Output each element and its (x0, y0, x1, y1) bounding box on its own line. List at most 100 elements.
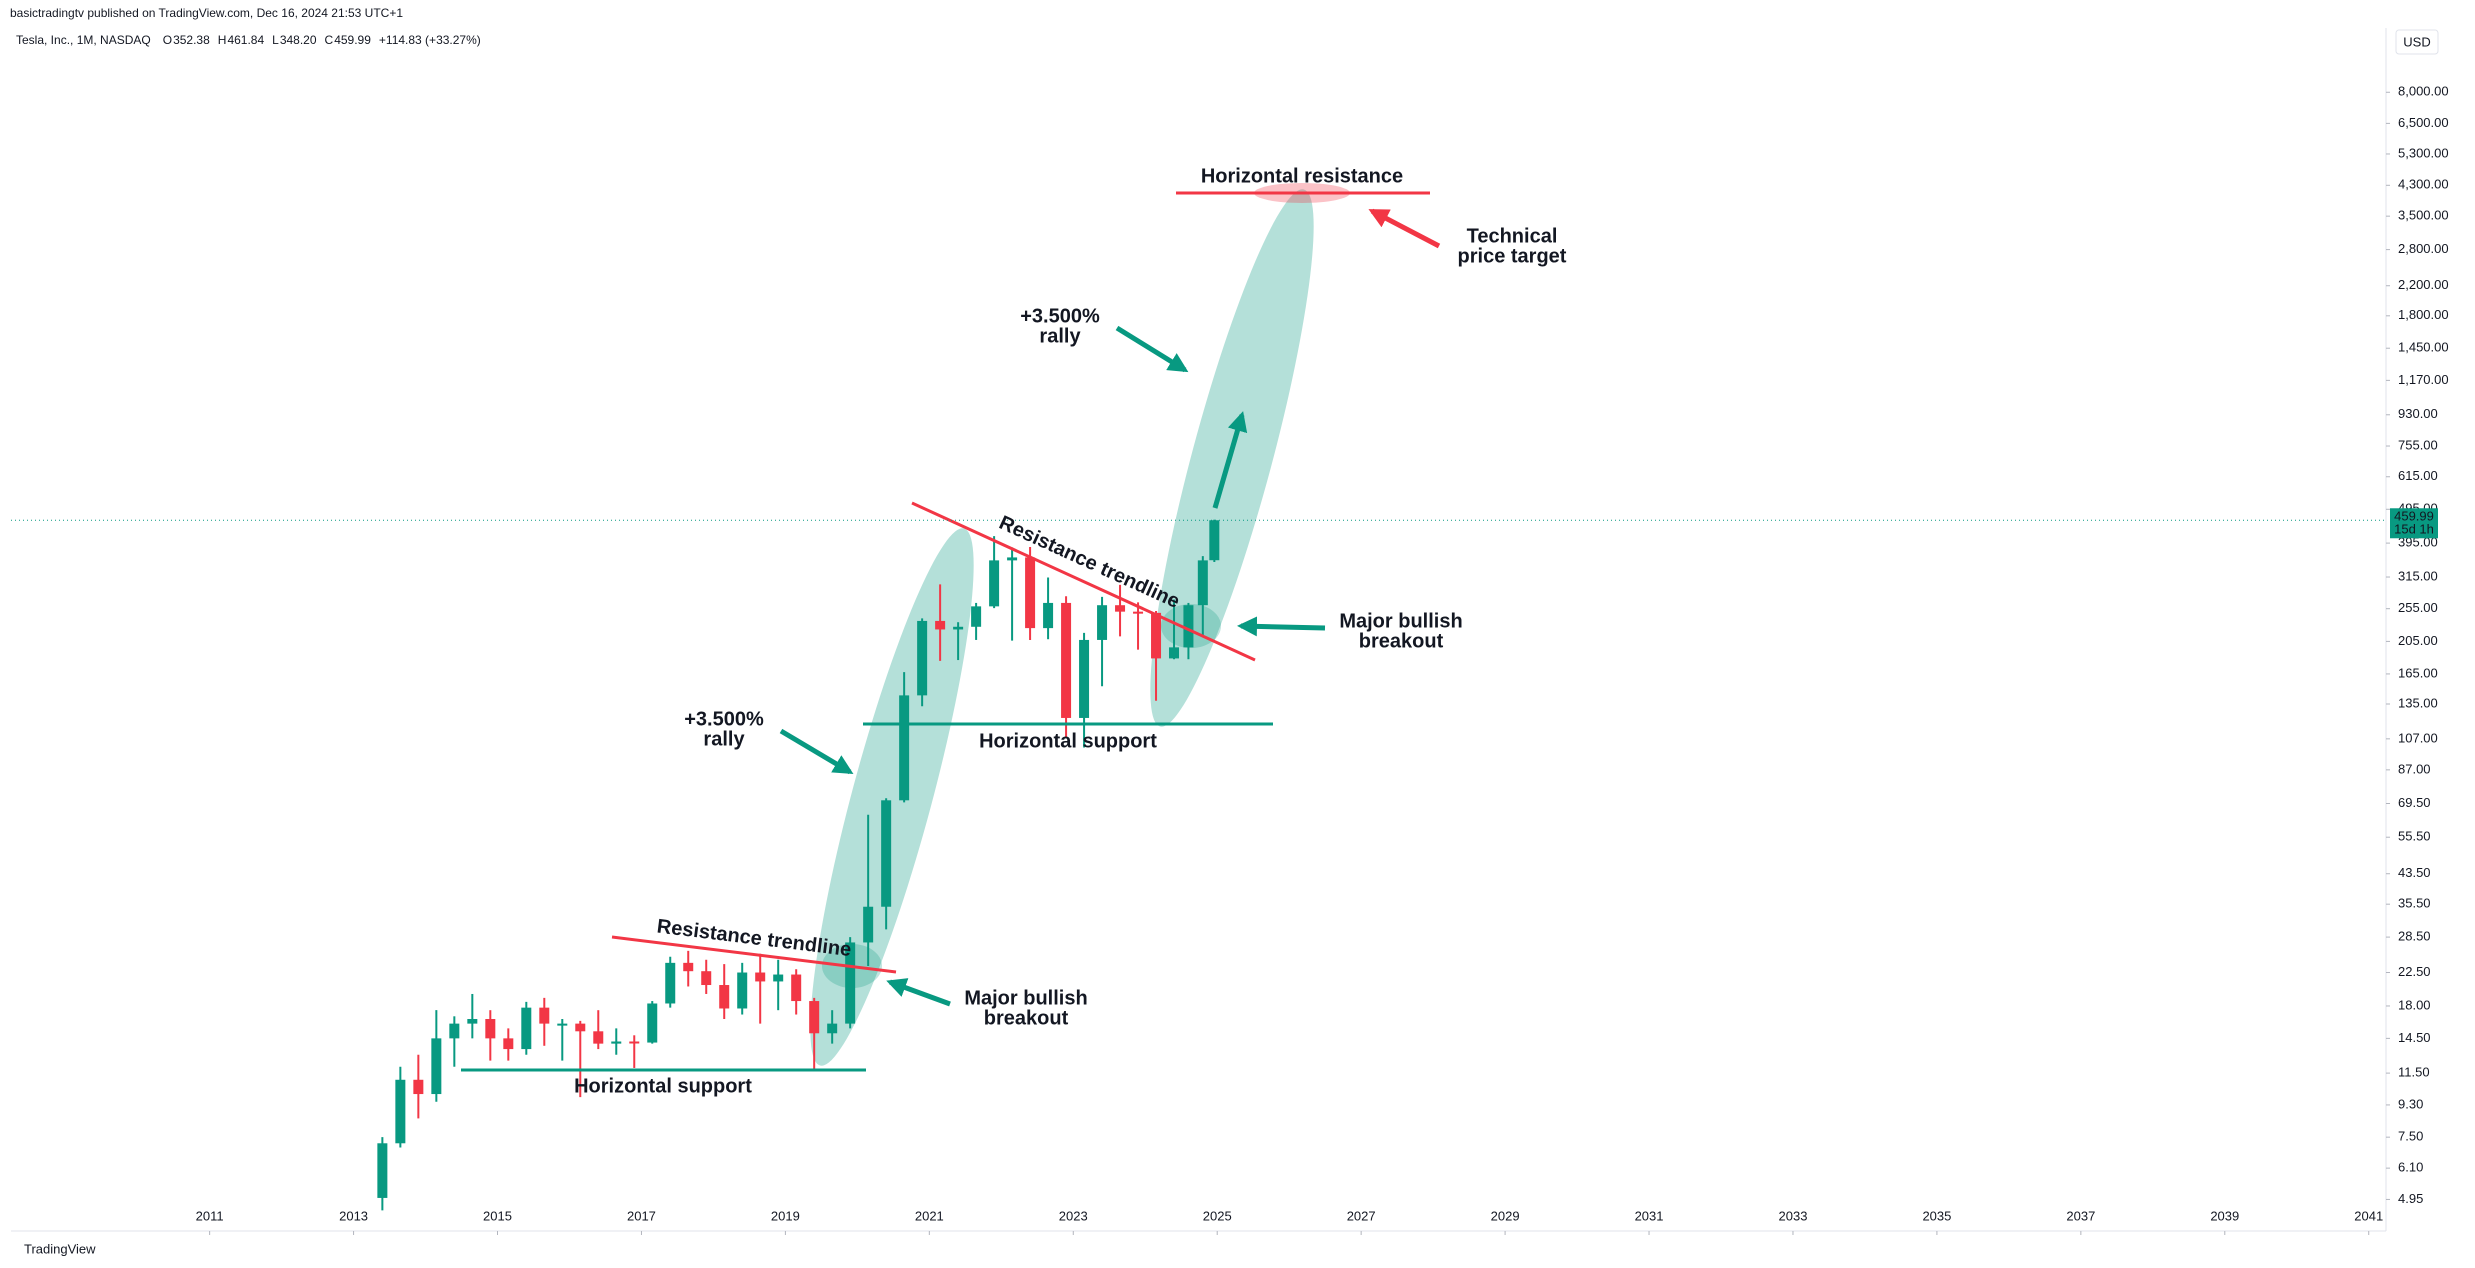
annotation: +3.500% (1020, 305, 1100, 327)
candle-body (719, 985, 730, 1009)
x-tick-label: 2037 (2066, 1208, 2095, 1223)
candle-body (1007, 557, 1018, 561)
annotation: Horizontal support (574, 1075, 752, 1097)
y-tick-label: 28.50 (2398, 929, 2431, 944)
y-tick-label: 9.30 (2398, 1096, 2423, 1111)
ohlc-value: 461.84 (227, 33, 264, 47)
y-tick-label: 6,500.00 (2398, 115, 2449, 130)
candle-body (1169, 647, 1180, 659)
candle-body (935, 620, 946, 630)
candle-body (917, 620, 928, 696)
candle-body (971, 606, 982, 627)
y-tick-label: 1,450.00 (2398, 340, 2449, 355)
x-tick-label: 2041 (2354, 1208, 2383, 1223)
x-tick-label: 2033 (1779, 1208, 1808, 1223)
candle-body (773, 974, 784, 982)
annotation: Technical (1467, 225, 1558, 247)
published: basictradingtv published on TradingView.… (10, 6, 403, 20)
y-tick-label: 1,170.00 (2398, 372, 2449, 387)
y-tick-label: 615.00 (2398, 468, 2438, 483)
y-tick-label: 87.00 (2398, 761, 2431, 776)
candle-body (647, 1003, 658, 1043)
ohlc-label: L (272, 33, 279, 47)
candle-body (863, 906, 874, 943)
annotation: breakout (984, 1007, 1069, 1029)
x-tick-label: 2011 (196, 1208, 224, 1223)
trendline (911, 501, 1256, 662)
candle-body (1061, 602, 1072, 718)
x-tick-label: 2023 (1059, 1208, 1088, 1223)
y-tick-label: 22.50 (2398, 964, 2431, 979)
candle-body (503, 1038, 514, 1050)
candles (377, 519, 1220, 1211)
candle-body (1183, 605, 1194, 648)
candle-body (377, 1143, 388, 1198)
x-tick-label: 2021 (915, 1208, 944, 1223)
last-price-label: 459.99 (2394, 509, 2434, 524)
candle-body (611, 1041, 622, 1044)
x-tick-label: 2027 (1347, 1208, 1376, 1223)
y-tick-label: 6.10 (2398, 1160, 2423, 1175)
last-price-box (2390, 508, 2438, 539)
y-tick-label: 165.00 (2398, 665, 2438, 680)
symbol: Tesla, Inc., 1M, NASDAQ (16, 33, 151, 47)
candle-body (449, 1023, 460, 1039)
candle-body (989, 560, 1000, 607)
candle-body (1025, 557, 1036, 629)
currency-box[interactable] (2395, 29, 2439, 55)
candle-body (431, 1038, 442, 1095)
y-tick-label: 395.00 (2398, 535, 2438, 550)
y-tick-label: 4.95 (2398, 1191, 2423, 1206)
candle-body (1115, 605, 1126, 612)
candle-body (575, 1023, 586, 1032)
candle-body (1133, 611, 1144, 614)
candle-body (809, 1001, 820, 1034)
candle-body (755, 972, 766, 982)
x-tick-label: 2013 (339, 1208, 368, 1223)
candle-body (881, 800, 892, 907)
candle-body (629, 1041, 640, 1044)
rally-ellipse (810, 528, 974, 1066)
arrow (779, 728, 854, 775)
y-tick-label: 14.50 (2398, 1030, 2431, 1045)
y-tick-label: 135.00 (2398, 695, 2438, 710)
arrow (1237, 616, 1326, 637)
change: +114.83 (+33.27%) (379, 33, 481, 47)
y-tick-label: 107.00 (2398, 730, 2438, 745)
x-tick-label: 2035 (1922, 1208, 1951, 1223)
countdown: 15d 1h (2394, 522, 2434, 537)
candle-body (1043, 602, 1054, 629)
arrow (1368, 208, 1441, 249)
currency: USD (2403, 34, 2430, 49)
y-tick-label: 69.50 (2398, 795, 2431, 810)
candle-body (1197, 560, 1208, 606)
y-tick-label: 43.50 (2398, 865, 2431, 880)
y-tick-label: 930.00 (2398, 406, 2438, 421)
candle-body (791, 974, 802, 1002)
candle-body (683, 962, 694, 972)
annotation: rally (703, 728, 745, 750)
ohlc-value: 352.38 (173, 33, 210, 47)
x-tick-label: 2031 (1635, 1208, 1664, 1223)
candle-body (737, 972, 748, 1009)
y-tick-label: 5,300.00 (2398, 145, 2449, 160)
annotation: Horizontal resistance (1201, 165, 1403, 187)
x-tick-label: 2039 (2210, 1208, 2239, 1223)
y-tick-label: 255.00 (2398, 600, 2438, 615)
candle-body (845, 942, 856, 1024)
candle-body (395, 1079, 406, 1144)
x-tick-label: 2015 (483, 1208, 512, 1223)
y-tick-label: 2,200.00 (2398, 277, 2449, 292)
annotation: price target (1458, 245, 1567, 267)
y-tick-label: 7.50 (2398, 1129, 2423, 1144)
overlays (461, 191, 1441, 1072)
y-tick-label: 1,800.00 (2398, 307, 2449, 322)
candle-body (665, 962, 676, 1004)
annotation: Major bullish (1339, 610, 1462, 632)
candle-body (1151, 612, 1162, 659)
arrow (1212, 411, 1248, 509)
ohlc-value: 348.20 (280, 33, 317, 47)
annotation: +3.500% (684, 708, 764, 730)
arrow (886, 978, 951, 1007)
